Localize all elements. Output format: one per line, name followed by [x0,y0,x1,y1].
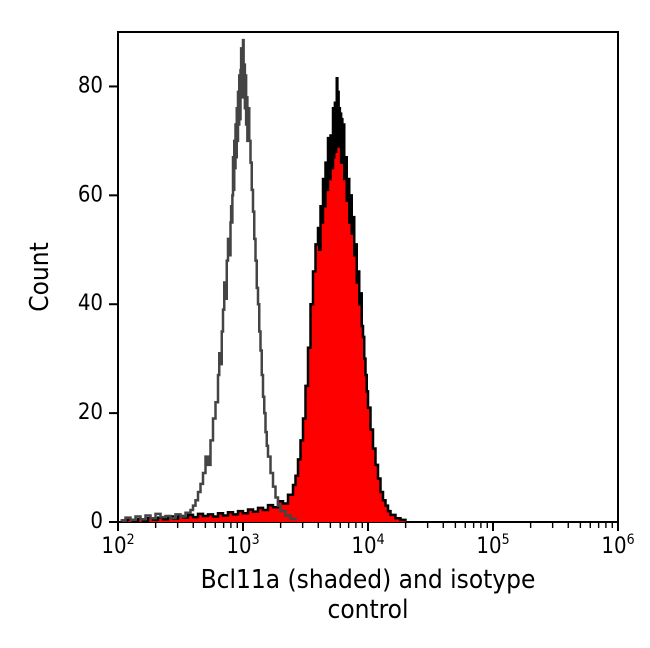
svg-text:0: 0 [90,509,103,534]
svg-text:105: 105 [476,532,509,559]
svg-text:40: 40 [78,291,103,316]
svg-text:control: control [327,595,408,625]
flow-cytometry-histogram: 0 20 40 60 80 102 103 104 105 106 Count Bcl11a (sha… [0,0,650,648]
svg-text:60: 60 [78,182,103,207]
svg-text:Bcl11a (shaded) and isotype: Bcl11a (shaded) and isotype [201,565,536,595]
chart-svg: 0 20 40 60 80 102 103 104 105 106 Count Bcl11a (sha… [0,0,650,648]
svg-text:103: 103 [226,532,259,559]
svg-text:104: 104 [351,532,384,559]
svg-text:20: 20 [78,400,103,425]
svg-text:Count: Count [25,242,55,311]
svg-text:80: 80 [78,73,103,98]
svg-text:102: 102 [101,532,134,559]
svg-text:106: 106 [601,532,634,559]
